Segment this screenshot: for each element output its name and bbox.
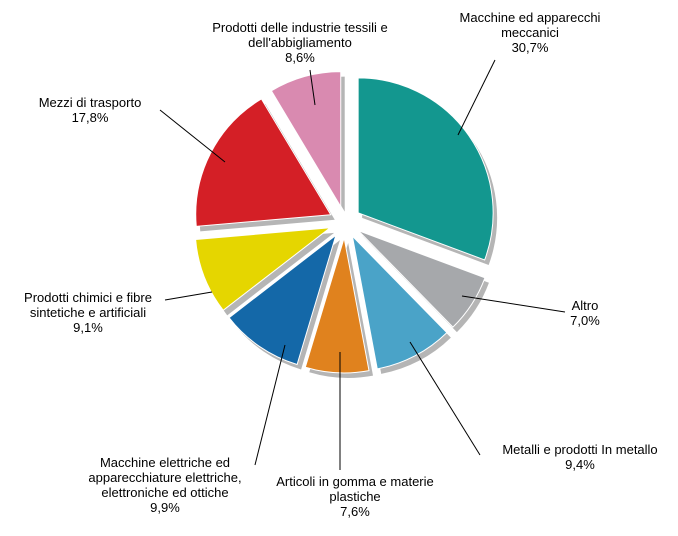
slice-label: Prodotti delle industrie tessili e dell'… xyxy=(185,20,415,65)
slice-label: Mezzi di trasporto 17,8% xyxy=(10,95,170,125)
leader-line xyxy=(164,291,213,301)
category-name: Altro xyxy=(571,298,599,313)
value-label: 7,6% xyxy=(340,504,370,519)
category-name: Prodotti delle industrie tessili e dell'… xyxy=(212,20,388,50)
slice xyxy=(195,227,332,312)
slice xyxy=(304,237,370,374)
value-label: 7,0% xyxy=(570,313,600,328)
slice xyxy=(357,77,494,261)
value-label: 9,9% xyxy=(150,500,180,515)
leader-line xyxy=(159,109,226,163)
value-label: 9,1% xyxy=(73,320,103,335)
leader-line xyxy=(457,59,496,136)
leader-line xyxy=(254,344,286,466)
slice xyxy=(270,71,342,209)
value-label: 8,6% xyxy=(285,50,315,65)
leader-line xyxy=(409,341,481,456)
value-label: 17,8% xyxy=(71,110,109,125)
slice-label: Altro 7,0% xyxy=(545,298,625,328)
slice-label: Macchine ed apparecchi meccanici 30,7% xyxy=(445,10,615,55)
slice xyxy=(358,230,486,328)
slice-label: Macchine elettriche ed apparecchiature e… xyxy=(70,455,260,515)
category-name: Metalli e prodotti In metallo xyxy=(502,442,658,457)
leader-line xyxy=(309,69,316,106)
leader-line xyxy=(461,295,566,313)
category-name: Articoli in gomma e materie plastiche xyxy=(276,474,434,504)
slice-label: Prodotti chimici e fibre sintetiche e ar… xyxy=(1,290,176,335)
slice-label: Metalli e prodotti In metallo 9,4% xyxy=(480,442,678,472)
category-name: Mezzi di trasporto xyxy=(38,95,142,110)
category-name: Prodotti chimici e fibre sintetiche e ar… xyxy=(24,290,152,320)
value-label: 30,7% xyxy=(511,40,549,55)
slice-label: Articoli in gomma e materie plastiche 7,6… xyxy=(250,474,460,519)
value-label: 9,4% xyxy=(565,457,595,472)
category-name: Macchine elettriche ed apparecchiature e… xyxy=(88,455,242,500)
category-name: Macchine ed apparecchi meccanici xyxy=(459,10,601,40)
slice xyxy=(228,233,337,366)
slice xyxy=(195,98,332,227)
slice xyxy=(351,234,448,370)
